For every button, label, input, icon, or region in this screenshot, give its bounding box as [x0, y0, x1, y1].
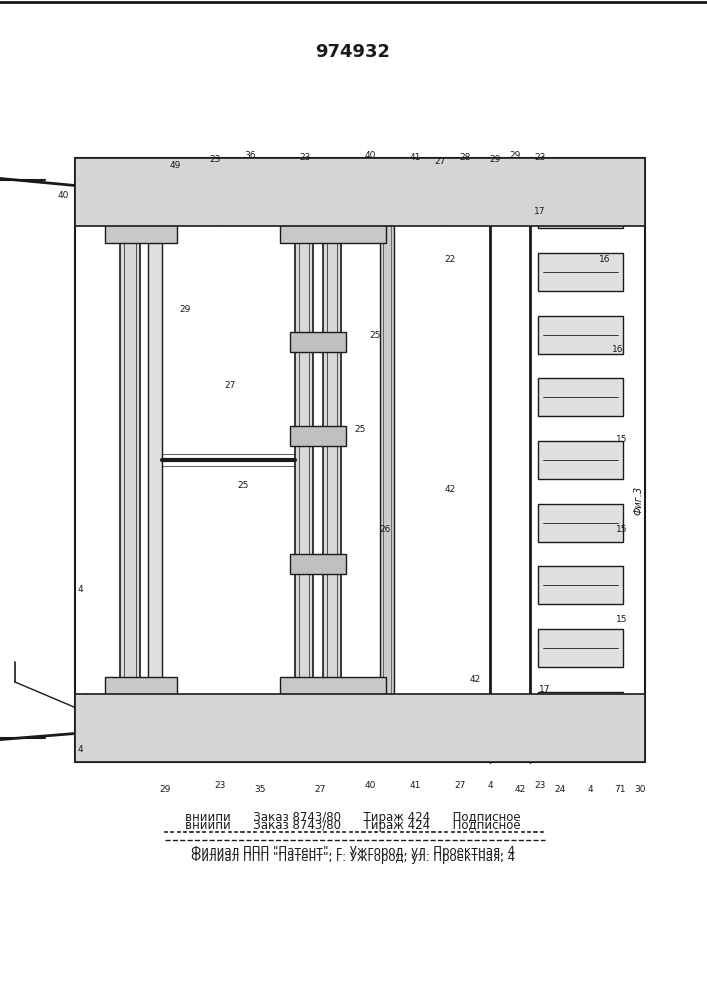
Text: 35: 35: [255, 786, 266, 794]
Bar: [397, 696, 433, 760]
Text: 40: 40: [57, 190, 69, 200]
Text: 29: 29: [159, 786, 170, 794]
Bar: [167, 160, 203, 224]
Bar: [538, 253, 623, 291]
Text: вниипи      Заказ 8743/80      Тираж 424      Подписное: вниипи Заказ 8743/80 Тираж 424 Подписное: [185, 812, 521, 824]
Bar: [237, 696, 273, 760]
Text: 40: 40: [364, 150, 375, 159]
Text: 23: 23: [534, 153, 546, 162]
Bar: [120, 223, 140, 697]
Text: 29: 29: [509, 150, 520, 159]
Bar: [430, 704, 485, 739]
Bar: [322, 696, 358, 760]
Bar: [290, 554, 346, 574]
Text: 25: 25: [354, 426, 366, 434]
Bar: [75, 158, 645, 226]
Text: 15: 15: [617, 615, 628, 624]
Bar: [148, 223, 162, 697]
Bar: [538, 692, 623, 730]
Text: 24: 24: [554, 786, 566, 794]
Text: 28: 28: [460, 153, 471, 162]
Text: 15: 15: [617, 436, 628, 444]
Text: 41: 41: [409, 153, 421, 162]
Text: 4: 4: [77, 585, 83, 594]
Text: Филиал ППП "Патент", г. Ужгород, ул. Проектная, 4: Филиал ППП "Патент", г. Ужгород, ул. Про…: [191, 846, 515, 858]
Text: 23: 23: [534, 780, 546, 790]
Bar: [280, 677, 386, 697]
Text: Филиал ППП "Патент", г. Ужгород, ул. Проектная, 4: Филиал ППП "Патент", г. Ужгород, ул. Про…: [191, 852, 515, 864]
Bar: [237, 160, 273, 224]
Text: 49: 49: [169, 160, 181, 169]
Bar: [290, 332, 346, 352]
Bar: [538, 504, 623, 542]
Text: 23: 23: [209, 155, 221, 164]
Bar: [538, 629, 623, 667]
Text: 27: 27: [224, 380, 235, 389]
Text: Фиг.3: Фиг.3: [633, 485, 643, 515]
Bar: [397, 160, 433, 224]
Bar: [105, 677, 177, 697]
Text: 30: 30: [634, 786, 645, 794]
Text: 40: 40: [364, 780, 375, 790]
Text: вниипи      Заказ 8743/80      Тираж 424      Подписное: вниипи Заказ 8743/80 Тираж 424 Подписное: [185, 818, 521, 832]
Bar: [380, 223, 394, 697]
Bar: [75, 694, 645, 762]
Text: 41: 41: [409, 780, 421, 790]
Bar: [538, 190, 623, 228]
Text: 16: 16: [612, 346, 624, 355]
Bar: [105, 223, 177, 243]
Text: 23: 23: [299, 153, 310, 162]
Text: 27: 27: [455, 780, 466, 790]
Bar: [538, 316, 623, 354]
Text: 4: 4: [487, 780, 493, 790]
Text: 25: 25: [369, 330, 380, 340]
Text: 17: 17: [534, 208, 546, 217]
Bar: [322, 160, 358, 224]
Text: 26: 26: [380, 526, 391, 534]
Text: 42: 42: [445, 486, 455, 494]
Text: 16: 16: [600, 255, 611, 264]
Bar: [295, 223, 313, 697]
Text: 42: 42: [469, 676, 481, 684]
Text: 29: 29: [489, 155, 501, 164]
Bar: [280, 223, 386, 243]
Text: 27: 27: [315, 786, 326, 794]
Text: 4: 4: [588, 786, 592, 794]
Text: 17: 17: [539, 686, 551, 694]
Text: 25: 25: [238, 481, 249, 489]
Text: 71: 71: [614, 786, 626, 794]
Bar: [430, 181, 485, 216]
Text: 42: 42: [515, 786, 525, 794]
Text: 27: 27: [434, 157, 445, 166]
Bar: [538, 378, 623, 416]
Text: 23: 23: [214, 780, 226, 790]
Text: 29: 29: [180, 306, 191, 314]
Text: 974932: 974932: [315, 43, 390, 61]
Bar: [323, 223, 341, 697]
Bar: [167, 696, 203, 760]
Text: 15: 15: [617, 526, 628, 534]
Text: 4: 4: [77, 746, 83, 754]
Text: 36: 36: [244, 150, 256, 159]
Bar: [290, 426, 346, 446]
Text: 22: 22: [445, 255, 455, 264]
Bar: [538, 566, 623, 604]
Bar: [538, 441, 623, 479]
